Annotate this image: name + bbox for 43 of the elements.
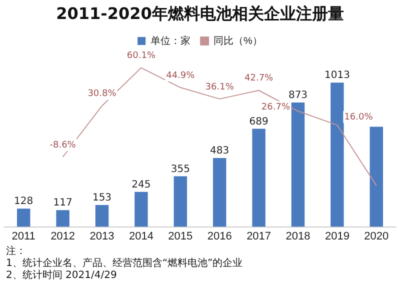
bar [370,126,384,227]
text: 1、统计企业名、产品、经营范围含“燃料电池”的企业 [6,258,244,270]
bar [212,158,226,227]
x-tick-label: 2016 [207,230,232,242]
x-tick-label: 2020 [364,230,389,242]
bar [330,82,344,227]
data-label: 1013 [324,70,350,82]
data-label: 873 [288,90,308,102]
bar [174,176,188,227]
data-label: 355 [170,164,190,175]
x-tick-label: 2019 [324,230,350,242]
data-label: 483 [210,146,230,157]
data-label: 117 [53,198,72,209]
chart-title: 2011-2020年燃料电池相关企业注册量 [55,3,345,25]
data-label: 42.7% [244,74,274,84]
x-tick-label: 2012 [50,230,76,242]
x-tick-label: 2014 [128,230,154,242]
bar [16,208,30,227]
data-label: 36.1% [205,82,234,92]
data-label: -8.6% [50,140,76,150]
x-tick-label: 2013 [90,230,114,242]
bar [56,210,70,227]
data-label: 153 [92,192,112,204]
text: 2、统计时间 2021/4/29 [6,270,118,282]
x-tick-label: 2018 [286,230,310,242]
bar [134,192,148,227]
data-label: 30.8% [88,89,117,100]
x-tick-label: 2015 [168,230,193,242]
data-label: 245 [132,180,151,191]
bar [252,128,266,227]
data-label: 128 [14,196,34,208]
x-tick-label: 2011 [12,230,36,242]
bar [291,102,305,227]
bar [95,205,109,227]
x-tick-label: 2017 [246,230,272,242]
legend-label: 单位：家 [150,34,191,47]
data-label: 60.1% [126,51,156,62]
data-label: 689 [249,116,268,128]
data-label: 26.7% [261,102,290,112]
data-label: 16.0% [344,112,374,122]
text: 注： [6,246,27,258]
legend-label: 同比（%） [214,34,262,47]
data-label: 44.9% [166,70,196,81]
